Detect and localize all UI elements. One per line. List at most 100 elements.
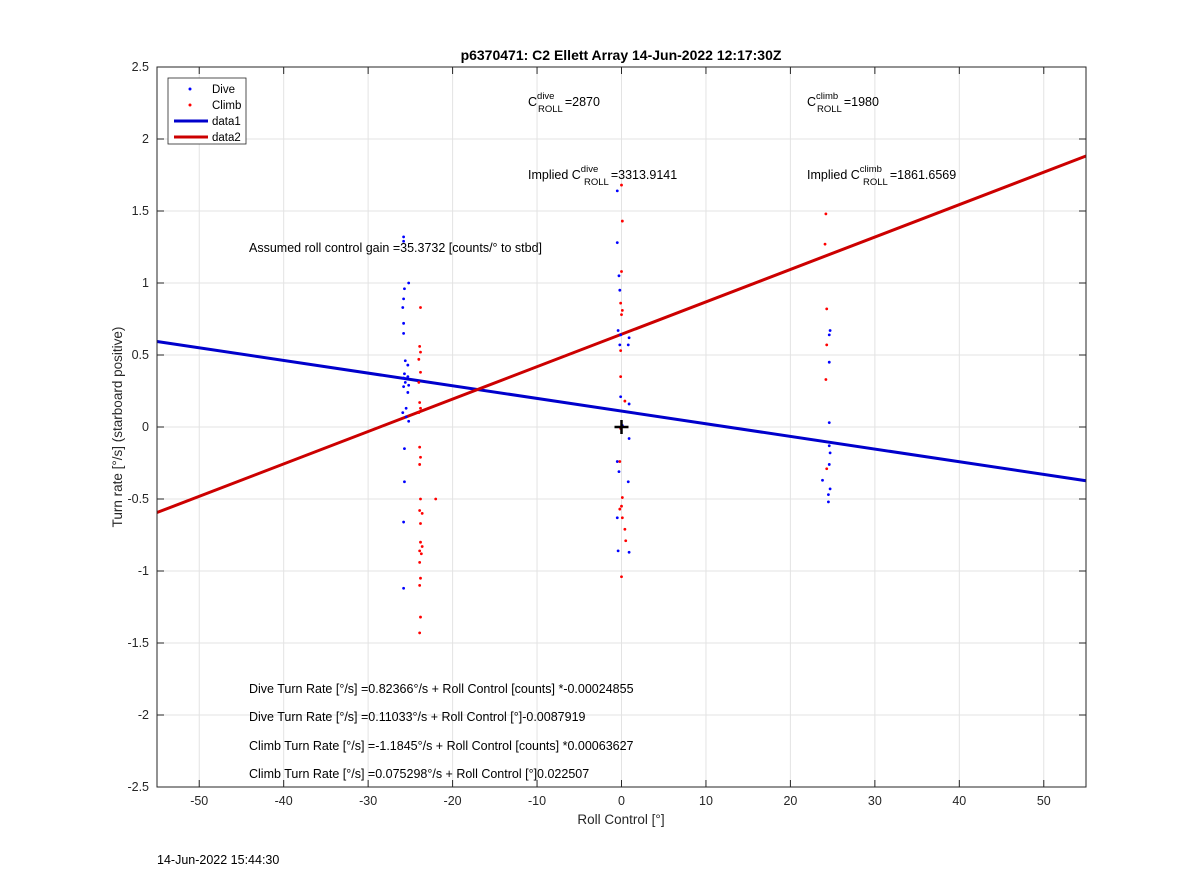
y-tick-label: -2.5 bbox=[127, 780, 149, 794]
dive-point bbox=[401, 411, 405, 414]
climb-point bbox=[419, 455, 422, 459]
dive-point bbox=[618, 288, 622, 292]
dive-point bbox=[828, 451, 832, 455]
climb-point bbox=[620, 313, 623, 317]
dive-point bbox=[615, 460, 619, 463]
dive-point bbox=[615, 516, 619, 520]
roll-gain-annotation: Assumed roll control gain =35.3732 [coun… bbox=[249, 241, 542, 255]
y-axis-ticks: -2.5 -2 -1.5 -1 -0.5 0 0.5 1 1.5 2 2.5 bbox=[127, 60, 1086, 794]
c-roll-climb-annotation: Cclimb ROLL=1980 bbox=[807, 91, 879, 115]
climb-point bbox=[419, 576, 422, 580]
climb-point bbox=[434, 497, 438, 501]
dive-point bbox=[402, 235, 406, 239]
x-tick-label: 30 bbox=[868, 794, 882, 808]
climb-point bbox=[824, 378, 828, 381]
climb-point bbox=[825, 343, 829, 347]
y-tick-label: 0.5 bbox=[132, 348, 149, 362]
climb-point bbox=[418, 560, 422, 564]
climb-point bbox=[418, 401, 422, 404]
climb-point bbox=[420, 545, 424, 548]
climb-point bbox=[419, 552, 423, 556]
x-tick-label: -30 bbox=[359, 794, 377, 808]
origin-plus-marker bbox=[614, 420, 629, 434]
climb-point bbox=[418, 549, 422, 553]
dive-point bbox=[403, 380, 407, 384]
dive-point bbox=[404, 406, 408, 410]
climb-point bbox=[419, 540, 422, 544]
climb-point bbox=[618, 507, 622, 511]
legend-label: data1 bbox=[212, 116, 241, 128]
dive-point bbox=[615, 241, 619, 245]
climb-point bbox=[420, 512, 424, 515]
dive-point bbox=[401, 306, 405, 309]
climb-point bbox=[620, 504, 623, 508]
legend-label: Dive bbox=[212, 84, 235, 96]
dive-point bbox=[403, 287, 406, 291]
climb-point bbox=[418, 584, 422, 587]
x-tick-label: -20 bbox=[444, 794, 462, 808]
legend-label: Climb bbox=[212, 100, 241, 112]
climb-point bbox=[419, 350, 422, 354]
dive-point bbox=[828, 329, 832, 332]
climb-point bbox=[418, 509, 422, 512]
dive-point bbox=[619, 395, 623, 399]
dive-point bbox=[407, 419, 411, 423]
climb-point bbox=[618, 460, 622, 463]
dive-point bbox=[403, 372, 406, 376]
y-tick-label: -1.5 bbox=[127, 636, 149, 650]
x-tick-label: 20 bbox=[783, 794, 797, 808]
y-tick-label: 2.5 bbox=[132, 60, 149, 74]
climb-point bbox=[419, 497, 422, 501]
dive-point bbox=[403, 480, 406, 484]
climb-point bbox=[624, 539, 628, 543]
x-tick-label: 40 bbox=[952, 794, 966, 808]
climb-point bbox=[620, 219, 624, 223]
footer-timestamp: 14-Jun-2022 15:44:30 bbox=[157, 853, 280, 867]
dive-point bbox=[627, 336, 631, 340]
dive-point bbox=[617, 274, 621, 278]
y-tick-label: 1 bbox=[142, 276, 149, 290]
climb-point bbox=[824, 212, 828, 216]
dive-point bbox=[407, 281, 411, 285]
dive-point bbox=[627, 437, 631, 440]
chart-title: p6370471: C2 Ellett Array 14-Jun-2022 12… bbox=[461, 47, 782, 63]
dive-point bbox=[618, 343, 622, 347]
dive-point bbox=[402, 586, 406, 590]
dive-point bbox=[407, 383, 411, 387]
climb-point bbox=[620, 496, 624, 499]
dive-point bbox=[402, 332, 406, 335]
dive-point bbox=[617, 470, 621, 474]
dive-point bbox=[827, 360, 831, 364]
legend: Dive Climb data1 data2 bbox=[167, 77, 247, 145]
dive-point bbox=[827, 500, 830, 504]
climb-point bbox=[620, 270, 623, 273]
y-tick-label: 1.5 bbox=[132, 204, 149, 218]
dive-point bbox=[402, 385, 406, 389]
dive-point bbox=[404, 415, 408, 419]
dive-point bbox=[402, 321, 406, 325]
dive-point bbox=[406, 375, 410, 378]
climb-point bbox=[620, 183, 623, 187]
fit-line-data1 bbox=[156, 339, 1087, 483]
dive-point bbox=[616, 549, 620, 553]
climb-point bbox=[823, 242, 827, 246]
y-axis-label: Turn rate [°/s] (starboard positive) bbox=[110, 327, 125, 528]
climb-point bbox=[619, 301, 623, 305]
dive-point bbox=[627, 402, 631, 406]
climb-point bbox=[419, 615, 422, 619]
dive-point bbox=[619, 333, 623, 337]
dive-point bbox=[402, 239, 406, 243]
implied-c-roll-climb-annotation: Implied Cclimb ROLL=1861.6569 bbox=[807, 164, 956, 188]
climb-point bbox=[620, 516, 624, 520]
climb-point bbox=[620, 308, 624, 312]
climb-point bbox=[825, 307, 829, 311]
y-tick-label: 2 bbox=[142, 132, 149, 146]
dive-point bbox=[616, 329, 620, 332]
x-axis-ticks: -50 -40 -30 -20 -10 0 10 20 30 40 50 bbox=[190, 67, 1051, 808]
climb-point bbox=[418, 631, 422, 635]
implied-c-roll-dive-annotation: Implied Cdive ROLL=3313.9141 bbox=[528, 164, 677, 188]
climb-point bbox=[418, 445, 422, 449]
dive-point bbox=[827, 421, 831, 425]
climb-point bbox=[825, 467, 829, 471]
